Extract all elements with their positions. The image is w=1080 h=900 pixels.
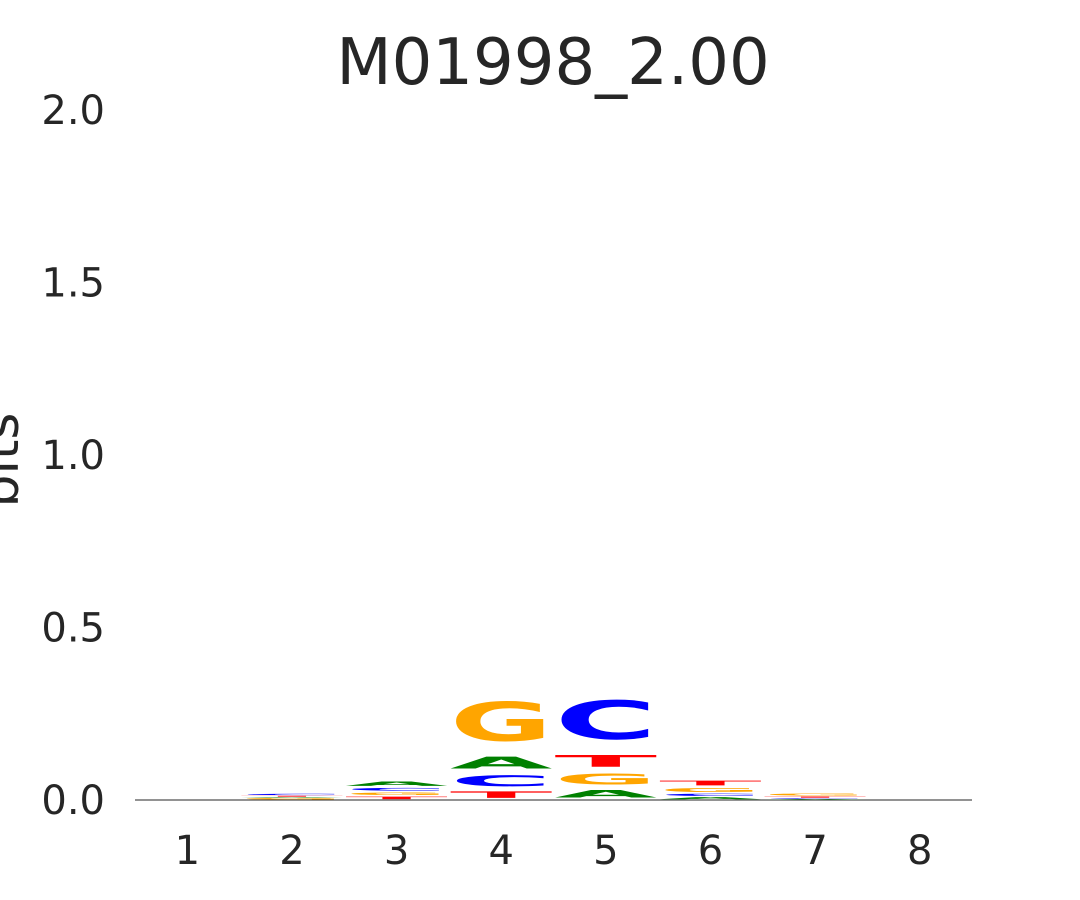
- logo-letter-c-pos-7: C: [764, 798, 867, 799]
- logo-letter-a-pos-5: A: [555, 788, 658, 800]
- x-tick-label: 3: [384, 828, 409, 874]
- logo-letter-g-pos-3: G: [345, 791, 448, 795]
- logo-letter-c-pos-2: C: [241, 793, 344, 795]
- x-tick-label: 7: [802, 828, 827, 874]
- y-tick-label: 0.5: [41, 606, 105, 652]
- x-tick-label: 8: [907, 828, 932, 874]
- x-tick-label: 5: [593, 828, 618, 874]
- y-axis-label: bits: [0, 413, 31, 508]
- x-tick-label: 1: [175, 828, 200, 874]
- x-axis-ticks: 1 2 3 4 5 6 7 8: [175, 828, 933, 874]
- y-tick-label: 2.0: [41, 88, 105, 134]
- logo-letter-g-pos-7: G: [764, 793, 867, 796]
- logo-letter-c-pos-3: C: [345, 787, 448, 791]
- logo-letter-g-pos-6: G: [659, 787, 762, 793]
- chart-title: M01998_2.00: [336, 26, 769, 100]
- x-tick-label: 6: [698, 828, 723, 874]
- x-tick-label: 4: [488, 828, 513, 874]
- x-tick-label: 2: [279, 828, 304, 874]
- logo-letter-a-pos-3: A: [345, 780, 448, 787]
- logo-letter-a-pos-2: A: [241, 797, 344, 798]
- logo-letter-t-pos-4: T: [450, 790, 553, 800]
- logo-letter-c-pos-4: C: [450, 773, 553, 790]
- logo-letter-g-pos-5: G: [555, 771, 658, 788]
- logo-letter-t-pos-6: T: [659, 779, 762, 787]
- logo-letter-a-pos-6: A: [659, 797, 762, 800]
- logo-letter-t-pos-7: T: [764, 796, 867, 798]
- logo-letter-g-pos-2: G: [241, 798, 344, 800]
- logo-letter-a-pos-7: A: [764, 799, 867, 800]
- logo-letter-c-pos-6: C: [659, 793, 762, 796]
- y-tick-label: 0.0: [41, 778, 105, 824]
- logo-letter-t-pos-2: T: [241, 796, 344, 797]
- logo-letter-t-pos-5: T: [555, 752, 658, 771]
- y-axis-ticks: 0.0 0.5 1.0 1.5 2.0: [41, 88, 105, 824]
- y-tick-label: 1.5: [41, 261, 105, 307]
- y-tick-label: 1.0: [41, 433, 105, 479]
- logo-letter-t-pos-3: T: [345, 796, 448, 800]
- logo-letter-c-pos-5: C: [555, 690, 658, 752]
- logo-letter-a-pos-4: A: [450, 754, 553, 773]
- logo-letter-g-pos-4: G: [450, 691, 552, 753]
